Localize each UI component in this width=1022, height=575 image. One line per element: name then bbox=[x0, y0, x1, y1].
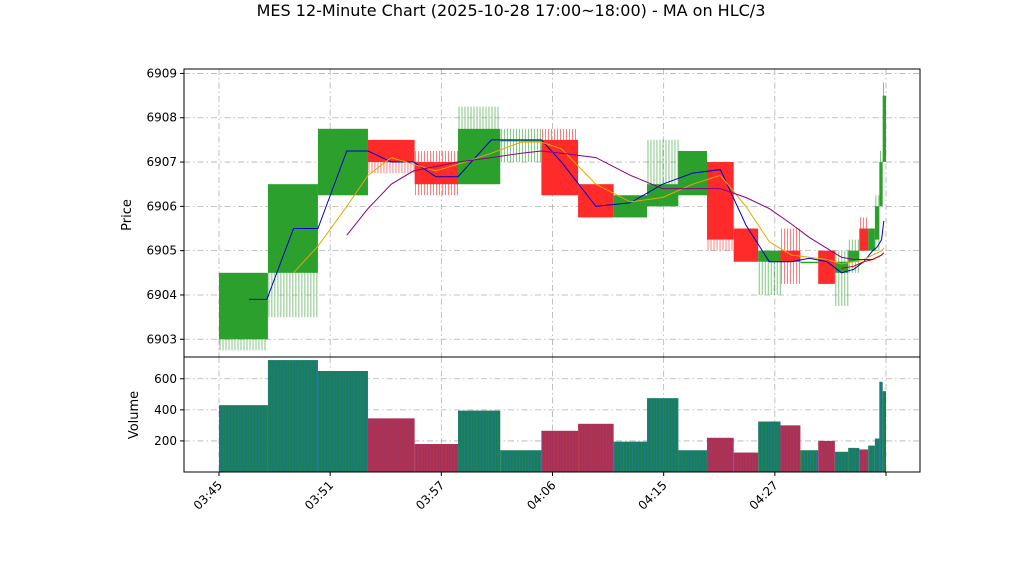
moving-average-line bbox=[249, 139, 885, 300]
volume-bar bbox=[800, 450, 819, 472]
volume-tick-label: 400 bbox=[154, 403, 177, 417]
time-tick-label: 04:15 bbox=[635, 478, 669, 512]
volume-bar bbox=[578, 423, 614, 472]
volume-bar bbox=[868, 445, 875, 472]
candle-body bbox=[578, 184, 614, 218]
volume-bar bbox=[367, 418, 415, 472]
time-tick-label: 03:57 bbox=[413, 478, 447, 512]
candle-body bbox=[758, 250, 781, 262]
price-tick-label: 6907 bbox=[146, 155, 177, 169]
candle-body bbox=[733, 228, 759, 262]
candle-body bbox=[500, 139, 542, 142]
candle-body bbox=[613, 195, 647, 218]
volume-bar bbox=[733, 452, 759, 472]
volume-axis-label: Volume bbox=[127, 391, 142, 439]
volume-bar bbox=[500, 450, 542, 472]
price-tick-label: 6908 bbox=[146, 111, 177, 125]
chart-title: MES 12-Minute Chart (2025-10-28 17:00~18… bbox=[256, 1, 766, 20]
volume-bar bbox=[219, 405, 268, 472]
moving-average-lines bbox=[249, 139, 885, 300]
candle-body bbox=[458, 128, 501, 185]
volume-bar bbox=[818, 440, 835, 472]
candle-body bbox=[646, 184, 679, 207]
candle-body bbox=[414, 162, 459, 185]
volume-bar bbox=[859, 449, 869, 472]
candle-body bbox=[800, 261, 819, 264]
moving-average-line bbox=[346, 150, 885, 260]
candle-body bbox=[874, 206, 880, 240]
candle-body bbox=[879, 162, 883, 207]
volume-bar bbox=[758, 421, 781, 472]
candle-body bbox=[859, 228, 869, 251]
candle-body bbox=[834, 261, 849, 273]
volume-bar bbox=[541, 430, 579, 472]
time-tick-label: 03:45 bbox=[191, 478, 225, 512]
volume-bar bbox=[646, 398, 679, 472]
candle-body bbox=[882, 95, 886, 163]
volume-bars bbox=[219, 360, 886, 472]
volume-bar bbox=[882, 391, 886, 472]
candle-body bbox=[219, 272, 268, 340]
price-tick-label: 6905 bbox=[146, 244, 177, 258]
candle-body bbox=[780, 250, 801, 262]
price-tick-label: 6906 bbox=[146, 199, 177, 213]
moving-average-line bbox=[841, 252, 885, 269]
time-tick-label: 04:27 bbox=[747, 478, 781, 512]
candle-body bbox=[367, 139, 415, 163]
volume-bar bbox=[458, 410, 501, 472]
price-tick-label: 6903 bbox=[146, 332, 177, 346]
candle-body bbox=[818, 250, 835, 284]
price-candles bbox=[219, 82, 886, 351]
price-tick-label: 6904 bbox=[146, 288, 177, 302]
candle-body bbox=[848, 250, 860, 262]
time-tick-label: 04:06 bbox=[524, 478, 558, 512]
price-tick-label: 6909 bbox=[146, 66, 177, 80]
volume-bar bbox=[848, 447, 860, 472]
moving-average-line bbox=[293, 141, 885, 274]
volume-bar bbox=[879, 381, 883, 472]
candle-body bbox=[541, 139, 579, 196]
volume-tick-label: 600 bbox=[154, 372, 177, 386]
volume-bar bbox=[874, 438, 880, 472]
volume-tick-label: 200 bbox=[154, 434, 177, 448]
price-axis-label: Price bbox=[120, 199, 135, 231]
time-tick-label: 03:51 bbox=[302, 478, 336, 512]
candle-body bbox=[707, 162, 734, 240]
candle-body bbox=[868, 228, 875, 251]
